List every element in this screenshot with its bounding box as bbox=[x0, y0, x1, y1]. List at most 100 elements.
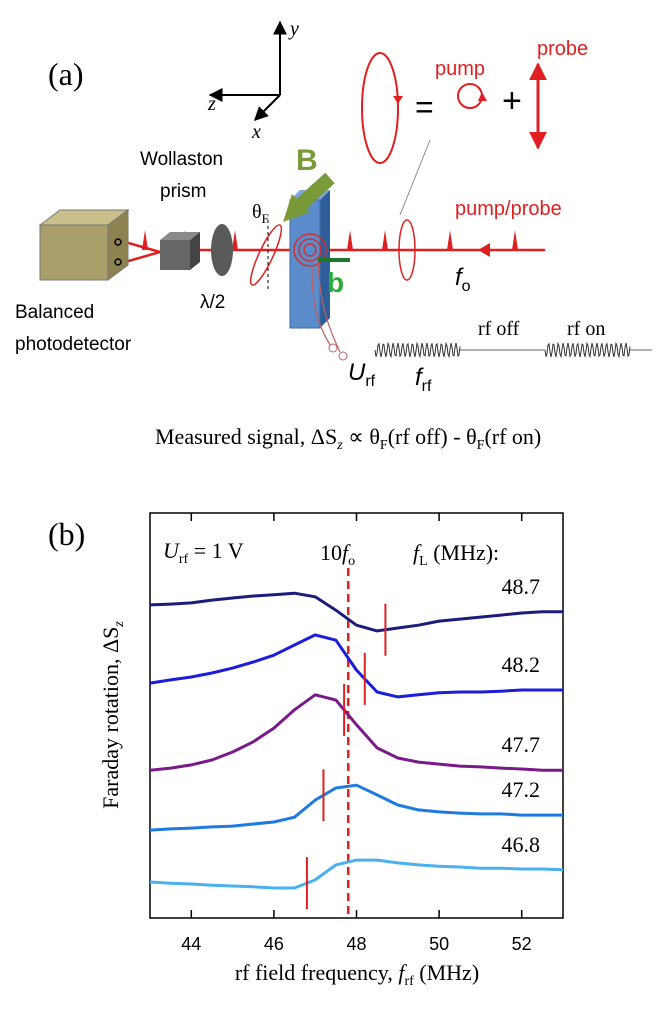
coil bbox=[293, 233, 327, 267]
probe-label: probe bbox=[537, 38, 588, 60]
pulses bbox=[142, 230, 518, 250]
equals: = bbox=[415, 89, 434, 125]
series-label: 47.2 bbox=[502, 777, 541, 802]
y-axis-label: Faraday rotation, ΔSz bbox=[98, 621, 127, 809]
detector-front bbox=[39, 224, 109, 281]
x-label-sub: rf bbox=[404, 974, 414, 989]
polarization-ellipse bbox=[398, 219, 416, 281]
rf-on-label: rf on bbox=[567, 318, 605, 340]
u-sub: rf bbox=[365, 373, 375, 390]
series-line bbox=[149, 693, 563, 772]
rf-off-label: rf off bbox=[478, 318, 520, 340]
u-text: U bbox=[348, 359, 366, 386]
u-rest: = 1 V bbox=[188, 538, 244, 563]
caption-part: (rf off) - θ bbox=[388, 424, 477, 449]
half-wave-plate bbox=[211, 224, 233, 276]
rf-wave bbox=[544, 341, 631, 359]
x-tick-label: 48 bbox=[346, 934, 366, 954]
ref-num: 10 bbox=[320, 540, 342, 565]
reference-label: 10fo bbox=[320, 540, 355, 569]
photodiode bbox=[114, 258, 122, 266]
caption-part: Measured signal, ΔS bbox=[155, 424, 337, 449]
f-text: f bbox=[455, 264, 464, 291]
prism-front bbox=[160, 240, 190, 270]
f-sub: o bbox=[462, 278, 471, 295]
ref-f: f bbox=[342, 540, 351, 565]
coil bbox=[303, 243, 317, 257]
theta-text: θ bbox=[252, 201, 262, 223]
axis-arrow bbox=[254, 94, 281, 121]
prism-label: prism bbox=[160, 181, 206, 202]
frequency-label: fo bbox=[455, 264, 471, 295]
coil-wire bbox=[311, 261, 341, 353]
ref-sub: o bbox=[348, 554, 355, 569]
caption: Measured signal, ΔSz ∝ θF(rf off) - θF(r… bbox=[155, 424, 541, 453]
detector-label: Balanced bbox=[15, 302, 94, 323]
u-sub: rf bbox=[179, 552, 189, 567]
prism-top bbox=[160, 232, 200, 240]
prism-label: Wollaston bbox=[140, 149, 223, 170]
fl-header: fL (MHz): bbox=[413, 540, 499, 569]
rf-frequency-label: frf bbox=[415, 364, 432, 395]
axis-label: y bbox=[288, 18, 299, 40]
field-B-label: B bbox=[296, 144, 318, 177]
terminal bbox=[338, 351, 348, 361]
rf-wave bbox=[374, 341, 461, 359]
u-text: U bbox=[163, 538, 181, 563]
series-line bbox=[149, 783, 563, 832]
f-text: f bbox=[415, 364, 424, 391]
x-label-part: rf field frequency, bbox=[235, 960, 399, 985]
x-tick-label: 52 bbox=[512, 934, 532, 954]
caption-part: (rf on) bbox=[484, 424, 541, 449]
fl-sub: L bbox=[419, 554, 428, 569]
series-line bbox=[149, 591, 563, 633]
beam-arrow bbox=[478, 243, 490, 257]
photodiode bbox=[114, 238, 122, 246]
field-b-label: b bbox=[327, 267, 344, 298]
x-label-part: (MHz) bbox=[414, 960, 479, 985]
fl-rest: (MHz): bbox=[428, 540, 499, 565]
x-axis-label: rf field frequency, frf (MHz) bbox=[235, 960, 479, 989]
half-wave-label: λ/2 bbox=[200, 292, 225, 313]
series-line bbox=[149, 633, 563, 699]
caption-sub: z bbox=[336, 438, 343, 453]
x-tick-label: 44 bbox=[181, 934, 201, 954]
f-sub: rf bbox=[422, 378, 432, 395]
voltage-annotation: Urf = 1 V bbox=[163, 538, 244, 567]
panel-b: (b) Urf = 1 V 10fo fL (MHz): rf field fr… bbox=[48, 512, 564, 989]
panel-label: (a) bbox=[48, 56, 84, 92]
panel-a: (a) y z x = pump + probe Balanced photod… bbox=[15, 18, 652, 453]
arrow-head bbox=[478, 92, 487, 101]
fl-f: f bbox=[413, 540, 422, 565]
series-label: 48.7 bbox=[502, 574, 541, 599]
terminal bbox=[328, 343, 338, 353]
pump-probe-label: pump/probe bbox=[455, 198, 562, 220]
x-label-f: f bbox=[398, 960, 407, 985]
pump-circle bbox=[457, 83, 483, 109]
caption-part: ∝ θ bbox=[343, 424, 380, 449]
arrow-head bbox=[393, 96, 403, 104]
y-label-part: Faraday rotation, ΔS bbox=[98, 627, 123, 809]
field-arrow-head bbox=[283, 194, 310, 222]
y-label-sub: z bbox=[112, 621, 127, 628]
series-label: 46.8 bbox=[502, 832, 541, 857]
x-tick-label: 46 bbox=[264, 934, 284, 954]
series-label: 48.2 bbox=[502, 652, 541, 677]
plus: + bbox=[502, 82, 522, 120]
axis-label: x bbox=[251, 121, 261, 143]
field-arrow bbox=[295, 172, 335, 211]
coil bbox=[298, 238, 322, 262]
caption-sub: F bbox=[380, 438, 388, 453]
beam bbox=[124, 250, 161, 264]
voltage-label: Urf bbox=[348, 359, 376, 390]
panel-label: (b) bbox=[48, 516, 85, 552]
axis-label: z bbox=[207, 93, 216, 115]
theta-label: θF bbox=[252, 201, 269, 226]
caption-sub: F bbox=[477, 438, 485, 453]
series-label: 47.7 bbox=[502, 732, 541, 757]
pump-label: pump bbox=[435, 58, 485, 80]
x-tick-label: 50 bbox=[429, 934, 449, 954]
rotated-ellipse bbox=[249, 224, 283, 286]
pointer-line bbox=[399, 139, 431, 216]
